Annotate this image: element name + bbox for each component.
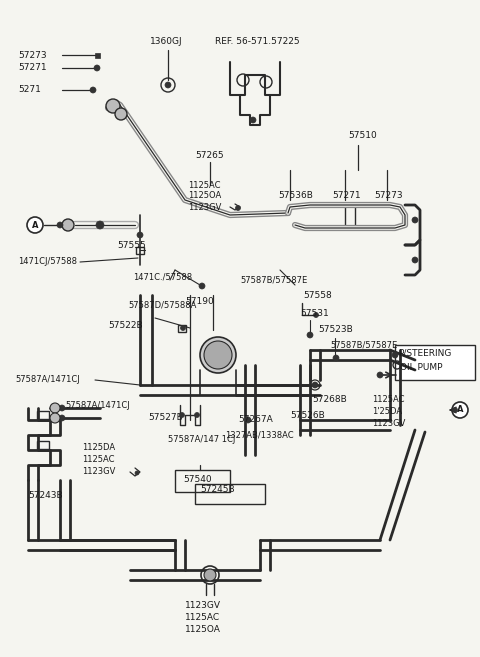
Text: A: A — [457, 405, 463, 415]
Text: 1125AC: 1125AC — [188, 181, 220, 189]
Text: 1125AC: 1125AC — [82, 455, 115, 464]
Text: 5271: 5271 — [18, 85, 41, 95]
Text: 1125AC: 1125AC — [185, 614, 220, 622]
Circle shape — [59, 405, 65, 411]
Text: 1327AB/1338AC: 1327AB/1338AC — [225, 430, 294, 440]
Circle shape — [50, 413, 60, 423]
Circle shape — [194, 413, 200, 417]
Bar — [345, 206, 355, 226]
Text: 57271: 57271 — [332, 191, 360, 200]
Text: 1123GV: 1123GV — [372, 420, 406, 428]
Circle shape — [245, 417, 251, 423]
Circle shape — [180, 413, 184, 417]
Circle shape — [312, 382, 318, 388]
Text: 1123GV: 1123GV — [188, 202, 221, 212]
Circle shape — [236, 206, 240, 210]
Circle shape — [200, 337, 236, 373]
Text: 1'25DA: 1'25DA — [372, 407, 402, 417]
Circle shape — [115, 108, 127, 120]
Bar — [178, 325, 186, 332]
Circle shape — [106, 99, 120, 113]
Circle shape — [307, 332, 313, 338]
Circle shape — [412, 257, 418, 263]
Text: 57558: 57558 — [303, 290, 332, 300]
Text: REF. 56-571.57225: REF. 56-571.57225 — [215, 37, 300, 47]
Circle shape — [333, 355, 339, 361]
Bar — [175, 470, 230, 492]
Circle shape — [392, 352, 398, 358]
Text: 1125AC: 1125AC — [372, 396, 405, 405]
Circle shape — [90, 87, 96, 93]
Text: 57245B: 57245B — [200, 486, 235, 495]
Text: 57510: 57510 — [348, 131, 377, 139]
Bar — [37, 411, 49, 419]
Circle shape — [313, 313, 319, 317]
Bar — [95, 53, 100, 58]
Text: P/STEERING: P/STEERING — [398, 348, 451, 357]
Circle shape — [62, 219, 74, 231]
Text: 57523B: 57523B — [318, 325, 353, 334]
Text: 1125DA: 1125DA — [82, 443, 115, 453]
Text: 57587A/1471CJ: 57587A/1471CJ — [15, 376, 80, 384]
Text: 57527B: 57527B — [148, 413, 183, 422]
Circle shape — [94, 65, 100, 71]
Circle shape — [180, 325, 185, 330]
Text: 57536B: 57536B — [278, 191, 313, 200]
Text: 57522B: 57522B — [108, 321, 143, 330]
Text: 57268B: 57268B — [312, 396, 347, 405]
Text: 57555: 57555 — [117, 240, 146, 250]
Circle shape — [204, 341, 232, 369]
Circle shape — [137, 232, 143, 238]
Text: 57526B: 57526B — [290, 411, 325, 420]
Text: 57267A: 57267A — [238, 415, 273, 424]
Text: 57243B: 57243B — [28, 491, 62, 499]
Text: 57265: 57265 — [195, 150, 224, 160]
Text: 57587A/1471CJ: 57587A/1471CJ — [65, 401, 130, 409]
Circle shape — [453, 407, 457, 413]
Text: 1123GV: 1123GV — [185, 600, 221, 610]
Text: 57587B/57587E: 57587B/57587E — [240, 275, 307, 284]
Circle shape — [452, 402, 468, 418]
Circle shape — [96, 221, 104, 229]
Circle shape — [199, 283, 205, 289]
Text: 57273: 57273 — [374, 191, 403, 200]
Circle shape — [59, 415, 65, 421]
Text: A: A — [32, 221, 38, 229]
Bar — [37, 441, 49, 449]
Bar — [136, 247, 144, 254]
Text: 57273: 57273 — [18, 51, 47, 60]
Bar — [395, 345, 475, 380]
Circle shape — [135, 471, 139, 475]
Text: 57587B/57587E: 57587B/57587E — [330, 340, 397, 350]
Text: OIL PUMP: OIL PUMP — [400, 363, 443, 373]
Text: 1471C./57588: 1471C./57588 — [133, 273, 192, 281]
Text: 1471CJ/57588: 1471CJ/57588 — [18, 258, 77, 267]
Circle shape — [250, 117, 256, 123]
Circle shape — [377, 372, 383, 378]
Text: 57531: 57531 — [300, 309, 329, 317]
Text: 1360GJ: 1360GJ — [150, 37, 182, 47]
Circle shape — [165, 82, 171, 88]
Text: 57587A/147 1CJ: 57587A/147 1CJ — [168, 436, 235, 445]
Circle shape — [204, 569, 216, 581]
Text: 57190: 57190 — [185, 298, 214, 307]
Bar — [195, 484, 265, 504]
Circle shape — [50, 403, 60, 413]
Text: 1125OA: 1125OA — [188, 191, 221, 200]
Circle shape — [57, 222, 63, 228]
Text: 57271: 57271 — [18, 64, 47, 72]
Text: 1125OA: 1125OA — [185, 625, 221, 635]
Circle shape — [412, 217, 418, 223]
Text: 1123GV: 1123GV — [82, 468, 115, 476]
Text: 57587D/57588A: 57587D/57588A — [128, 300, 196, 309]
Text: 57540: 57540 — [183, 476, 212, 484]
Circle shape — [27, 217, 43, 233]
